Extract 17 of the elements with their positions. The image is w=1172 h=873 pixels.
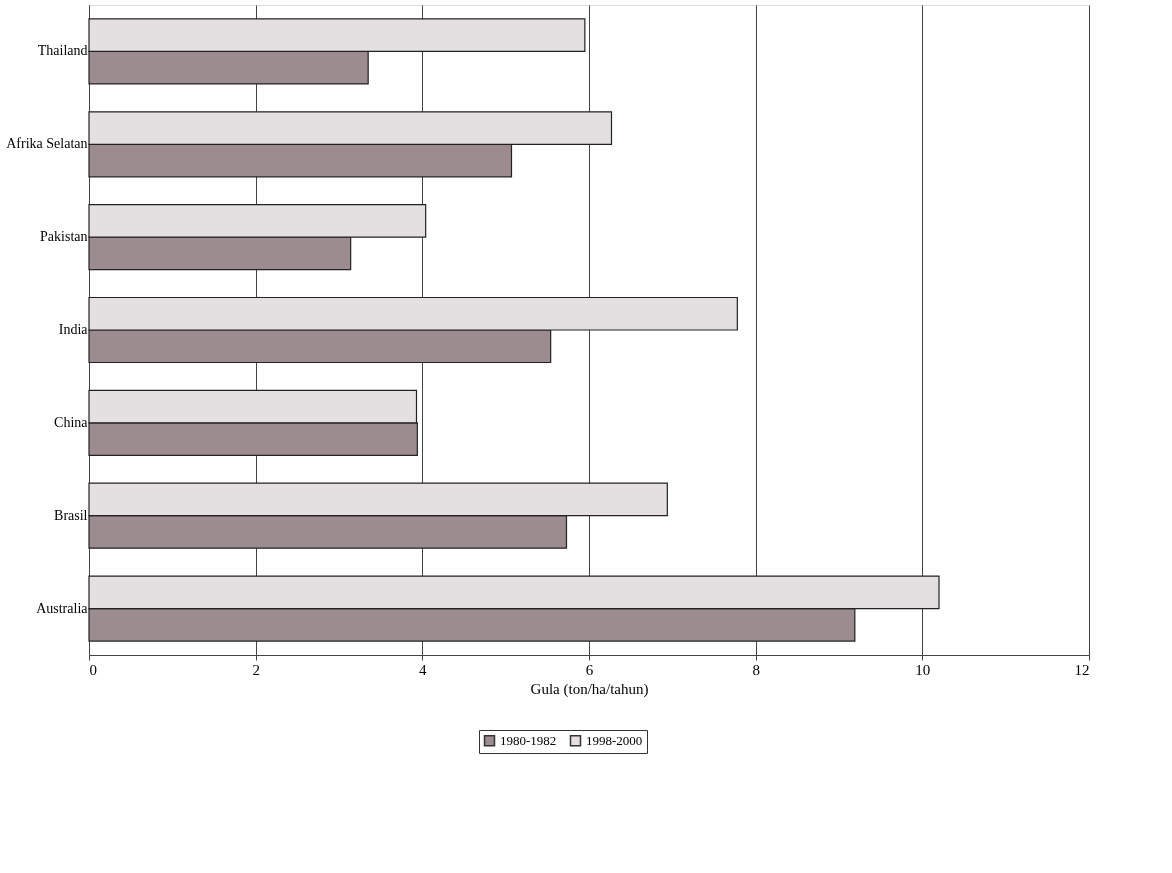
y-tick-label: Afrika Selatan bbox=[6, 136, 88, 152]
x-tick-label: 4 bbox=[419, 661, 428, 678]
x-tick-label: 8 bbox=[752, 661, 760, 678]
y-tick-label: Thailand bbox=[37, 43, 88, 59]
x-tick-label: 0 bbox=[89, 661, 97, 678]
y-tick-label: China bbox=[54, 414, 89, 430]
y-tick-label: India bbox=[58, 322, 89, 337]
y-tick-label: Pakistan bbox=[40, 229, 88, 245]
legend-label: 1980-1982 bbox=[500, 732, 557, 748]
x-tick-label: 6 bbox=[585, 661, 594, 678]
y-tick-label: Brasil bbox=[54, 507, 88, 523]
x-tick-label: 2 bbox=[252, 661, 260, 678]
y-tick-label: Australia bbox=[36, 600, 89, 616]
x-axis-title: Gula (ton/ha/tahun) bbox=[530, 680, 649, 698]
x-tick-label: 10 bbox=[915, 661, 931, 678]
x-tick-label: 12 bbox=[1074, 661, 1090, 678]
legend-label: 1998-2000 bbox=[586, 732, 643, 748]
